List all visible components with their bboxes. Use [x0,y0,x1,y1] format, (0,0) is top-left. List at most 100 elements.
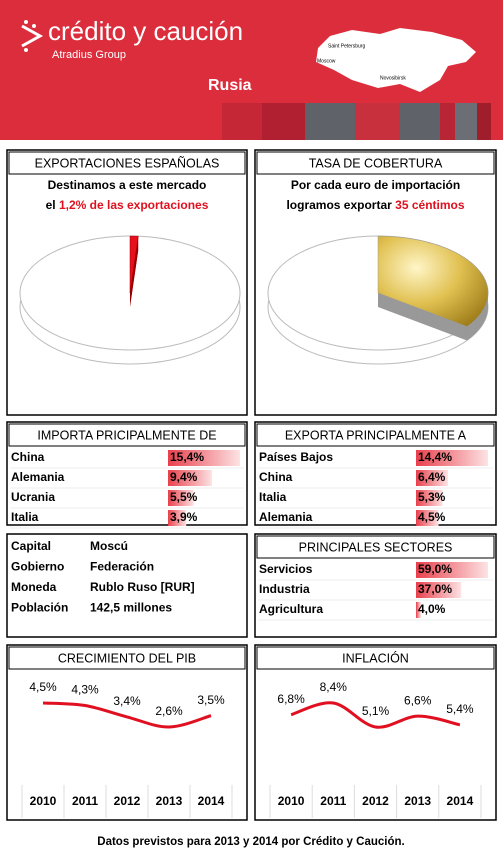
bar-label: 3,9% [170,510,198,524]
city: Saint Petersburg [328,43,365,49]
panel [6,644,248,821]
panel-title: IMPORTA PRICIPALMENTE DE [37,428,216,442]
brand-group: Atradius Group [52,49,126,61]
panel-title: TASA DE COBERTURA [309,156,443,170]
line [290,701,461,729]
bar [416,602,421,618]
x-tick-label: 2013 [156,794,183,808]
bar [168,470,212,486]
fact-key: Gobierno [11,560,64,574]
title-box [256,646,495,670]
footer: Datos previstos para 2013 y 2014 por Cré… [97,836,404,848]
x-tick-label: 2011 [320,794,346,808]
data-label: 5,4% [446,702,474,716]
city: Moscow [317,58,336,64]
bar [416,510,439,526]
title-box [8,646,246,670]
bar-label: 4,0% [418,602,446,616]
bar [416,450,488,466]
panel-title: PRINCIPALES SECTORES [299,540,453,554]
x-tick-label: 2010 [278,794,305,808]
x-tick-label: 2013 [404,794,431,808]
bar-label: 5,3% [418,490,446,504]
row-name: Agricultura [259,602,323,616]
data-label: 3,5% [197,693,225,707]
x-tick-label: 2014 [447,794,474,808]
text-part: logramos exportar [286,198,392,212]
panel-title: EXPORTACIONES ESPAÑOLAS [35,156,220,170]
panel-text: logramos exportar 35 céntimos [286,198,464,212]
panel-title: CRECIMIENTO DEL PIB [58,651,196,665]
data-label: 8,4% [320,680,348,694]
coin-slice [377,235,489,327]
x-tick-label: 2010 [30,794,57,808]
data-label: 5,1% [362,704,390,718]
fact-value: Rublo Ruso [RUR] [90,580,195,594]
bar [168,450,240,466]
bar [416,562,488,578]
row-name: Italia [11,510,39,524]
panel-text: Destinamos a este mercado [48,178,207,192]
row-name: Italia [259,490,287,504]
fact-key: Población [11,601,68,615]
title-box [256,151,495,175]
fact-key: Moneda [11,580,57,594]
bar-label: 5,5% [170,490,198,504]
bar-label: 4,5% [418,510,446,524]
x-tick-label: 2011 [72,794,98,808]
highlight: 1,2% de las exportaciones [59,198,209,212]
title-box [8,151,246,175]
map [316,28,476,92]
panel-title: EXPORTA PRINCIPALMENTE A [285,428,467,442]
row-name: Ucrania [11,490,55,504]
data-label: 3,4% [113,694,141,708]
panel-text: el 1,2% de las exportaciones [46,198,209,212]
bar-label: 15,4% [170,450,204,464]
bar-label: 14,4% [418,450,452,464]
title-box [256,535,495,559]
panel-title: INFLACIÓN [342,650,409,665]
data-label: 4,3% [71,683,99,697]
row-name: China [11,450,45,464]
country: Rusia [208,77,252,94]
data-label: 2,6% [155,704,183,718]
x-tick-label: 2014 [198,794,225,808]
brand: crédito y caución [48,16,243,46]
bar-label: 37,0% [418,582,452,596]
highlight: 35 céntimos [395,198,465,212]
text-part: el [46,198,56,212]
bar-label: 9,4% [170,470,198,484]
row-name: Servicios [259,562,313,576]
bar [168,490,194,506]
title-box [8,423,246,447]
fact-value: Federación [90,560,154,574]
header-stripes [222,103,491,140]
x-tick-label: 2012 [362,794,389,808]
panel [254,644,497,821]
logo-mark [21,20,44,52]
x-tick-label: 2012 [114,794,141,808]
panel-text: Por cada euro de importación [291,178,460,192]
row-name: Industria [259,582,310,596]
city: Novosibirsk [380,75,406,81]
bar-label: 59,0% [418,562,452,576]
fact-value: Moscú [90,539,128,553]
bar [168,510,187,526]
fact-key: Capital [11,539,51,553]
fact-value: 142,5 millones [90,601,172,615]
data-label: 4,5% [29,680,57,694]
row-name: Alemania [11,470,65,484]
bar [416,470,448,486]
line [42,701,212,729]
slice [129,235,139,294]
data-label: 6,6% [404,693,432,707]
row-name: Alemania [259,510,313,524]
bar [416,490,443,506]
row-name: China [259,470,293,484]
data-label: 6,8% [277,692,305,706]
title-box [256,423,495,447]
panel [6,533,248,638]
bar [416,582,462,598]
bar-label: 6,4% [418,470,446,484]
